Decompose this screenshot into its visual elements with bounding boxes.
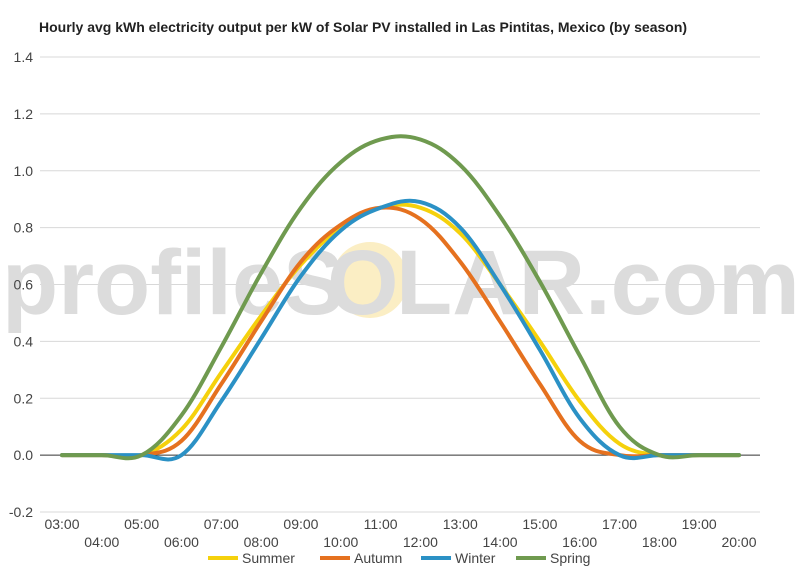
x-tick-label: 20:00 [721,534,756,550]
y-tick-label: 0.6 [14,277,34,293]
legend-label-autumn: Autumn [354,550,402,566]
x-tick-label: 06:00 [164,534,199,550]
x-tick-label: 16:00 [562,534,597,550]
series-line-spring [60,134,741,461]
y-tick-label: 0.0 [14,447,34,463]
y-tick-label: -0.2 [9,504,33,520]
watermark-text-sun-letter: O [327,232,399,334]
x-tick-label: 04:00 [84,534,119,550]
y-tick-label: 0.8 [14,220,34,236]
y-tick-label: 1.0 [14,163,34,179]
y-axis-ticks: 1.4 1.2 1.0 0.8 0.6 0.4 0.2 0.0 -0.2 [9,49,33,520]
x-tick-label: 08:00 [244,534,279,550]
x-tick-label: 07:00 [204,516,239,532]
series-line-winter [60,198,741,462]
series-lines [60,134,741,462]
legend-label-spring: Spring [550,550,590,566]
x-tick-label: 05:00 [124,516,159,532]
y-tick-label: 0.2 [14,390,34,406]
watermark-text-left: profileS [2,232,344,334]
y-tick-label: 1.4 [14,49,34,65]
x-tick-label: 15:00 [522,516,557,532]
x-tick-label: 10:00 [323,534,358,550]
x-tick-label: 12:00 [403,534,438,550]
x-tick-label: 14:00 [483,534,518,550]
legend-label-winter: Winter [455,550,496,566]
x-tick-label: 09:00 [283,516,318,532]
x-tick-label: 11:00 [364,516,398,532]
legend-label-summer: Summer [242,550,295,566]
y-tick-label: 0.4 [14,333,34,349]
x-tick-label: 19:00 [682,516,717,532]
x-tick-label: 17:00 [602,516,637,532]
series-line-summer [60,202,741,460]
y-tick-label: 1.2 [14,106,34,122]
watermark-text-right: LAR.com [396,232,800,334]
legend: Summer Autumn Winter Spring [208,550,590,566]
watermark-sun-icon [332,242,408,318]
x-tick-label: 03:00 [44,516,79,532]
x-tick-label: 13:00 [443,516,478,532]
x-tick-label: 18:00 [642,534,677,550]
chart-title: Hourly avg kWh electricity output per kW… [39,19,688,35]
watermark: profileS O LAR.com [2,232,800,334]
